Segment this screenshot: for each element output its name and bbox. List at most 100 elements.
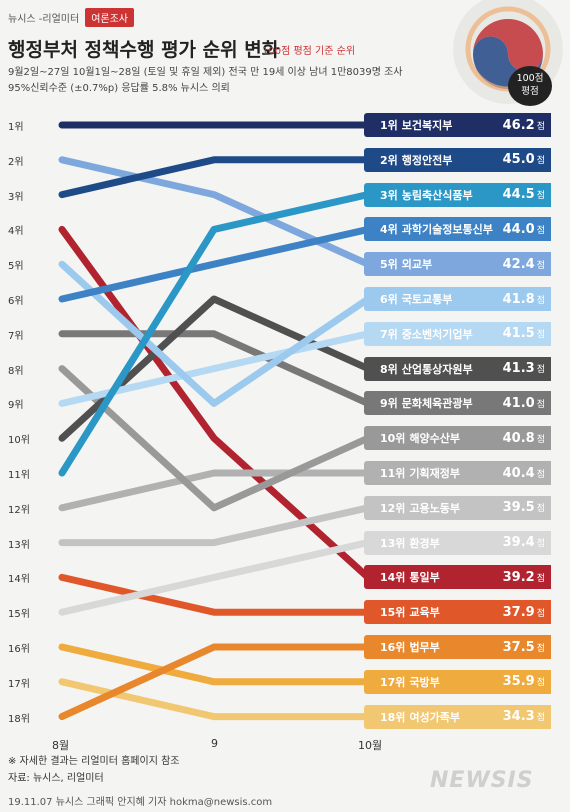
- ministry-name: 과학기술정보통신부: [401, 223, 493, 237]
- ministry-score: 41.8: [502, 291, 535, 307]
- score-unit: 점: [536, 713, 545, 724]
- ministry-name: 문화체육관광부: [401, 397, 473, 411]
- ministry-label: 8위 산업통상자원부 41.3 점: [364, 356, 551, 381]
- series-line: [58, 643, 372, 721]
- ministry-name: 기획재정부: [409, 467, 461, 480]
- footer-credit: 19.11.07 뉴시스 그래픽 안지혜 기자 hokma@newsis.com: [8, 797, 273, 808]
- ministry-label: 1위 보건복지부 46.2 점: [364, 113, 551, 137]
- y-tick-label: 14위: [8, 574, 30, 586]
- y-tick-label: 1위: [8, 122, 24, 133]
- ministry-name: 법무부: [409, 641, 440, 654]
- ministry-label: 11위 기획재정부 40.4 점: [364, 461, 551, 485]
- y-tick-label: 13위: [8, 539, 30, 551]
- series-line: [58, 225, 372, 581]
- ministry-name: 해양수산부: [409, 432, 461, 446]
- ministry-score: 39.5: [502, 500, 535, 516]
- top-source: 뉴시스 -리얼미터 여론조사: [8, 7, 134, 27]
- ministry-rank: 2위: [380, 153, 398, 167]
- series-line: [58, 469, 372, 512]
- score-bubble: 100점 평점: [508, 66, 552, 106]
- series-line: [58, 260, 372, 407]
- ministry-label: 2위 행정안전부 45.0 점: [364, 147, 551, 172]
- ministry-name: 교육부: [409, 606, 440, 620]
- score-unit: 점: [536, 399, 545, 410]
- ministry-rank: 16위: [380, 641, 406, 654]
- ministry-label: 14위 통일부 39.2 점: [364, 565, 551, 590]
- series-line: [58, 573, 372, 616]
- y-tick-label: 11위: [8, 470, 30, 481]
- ministry-label: 4위 과학기술정보통신부 44.0 점: [364, 217, 551, 242]
- series-line: [58, 225, 372, 303]
- ministry-rank: 3위: [380, 188, 398, 202]
- poll-badge: 여론조사: [85, 7, 134, 27]
- ministry-score: 41.0: [502, 395, 535, 411]
- ministry-label: 17위 국방부 35.9 점: [364, 669, 551, 694]
- y-tick-label: 5위: [8, 261, 24, 273]
- ministry-score: 44.0: [502, 221, 535, 237]
- score-unit: 점: [536, 225, 545, 236]
- series-line: [58, 330, 372, 407]
- ministry-rank: 7위: [380, 327, 398, 341]
- ministry-name: 외교부: [401, 258, 433, 272]
- ministry-label: 18위 여성가족부 34.3 점: [364, 704, 551, 729]
- ministry-label: 16위 법무부 37.5 점: [364, 635, 551, 659]
- ministry-label: 5위 외교부 42.4 점: [364, 252, 551, 277]
- ministry-rank: 17위: [380, 675, 406, 689]
- ministry-score: 34.3: [502, 709, 535, 725]
- ministry-name: 국토교통부: [401, 293, 453, 306]
- ministry-name: 통일부: [409, 571, 440, 585]
- x-tick-label: 8월: [52, 739, 70, 752]
- ministry-rank: 11위: [380, 467, 406, 480]
- ministry-score: 39.4: [502, 535, 535, 551]
- footer-note: ※ 자세한 결과는 리얼미터 홈페이지 참조: [8, 756, 180, 767]
- score-unit: 점: [536, 643, 545, 654]
- score-unit: 점: [536, 191, 545, 202]
- score-unit: 점: [536, 608, 545, 619]
- ministry-rank: 10위: [380, 432, 406, 446]
- ministry-label: 15위 교육부 37.9 점: [364, 600, 551, 625]
- ministry-rank: 9위: [380, 397, 398, 411]
- ministry-name: 중소벤처기업부: [401, 327, 473, 341]
- ministry-score: 44.5: [502, 187, 535, 203]
- ministry-rank: 14위: [380, 571, 406, 585]
- ministry-score: 41.5: [502, 326, 535, 342]
- chart-subnote: 100점 평점 기준 순위: [262, 46, 356, 57]
- score-unit: 점: [536, 330, 545, 341]
- x-tick-label: 9: [211, 737, 218, 750]
- ministry-rank: 6위: [380, 293, 398, 306]
- ministry-score: 40.8: [502, 430, 535, 446]
- ministry-rank: 12위: [380, 501, 406, 515]
- newsis-watermark: NEWSIS: [430, 768, 534, 793]
- y-tick-label: 12위: [8, 504, 30, 516]
- score-unit: 점: [536, 156, 545, 167]
- y-tick-label: 8위: [8, 365, 24, 377]
- ministry-label: 3위 농림축산식품부 44.5 점: [364, 182, 551, 207]
- ministry-score: 41.3: [502, 361, 535, 377]
- ministry-score: 46.2: [502, 117, 535, 133]
- series-line: [58, 504, 372, 547]
- ministry-score: 39.2: [502, 569, 535, 585]
- ministry-rank: 18위: [380, 710, 406, 724]
- ministry-rank: 5위: [380, 258, 398, 272]
- y-tick-label: 2위: [8, 156, 24, 168]
- score-unit: 점: [536, 260, 545, 271]
- score-unit: 점: [536, 469, 545, 480]
- score-bubble-line1: 100점: [516, 73, 544, 84]
- y-tick-label: 17위: [8, 678, 30, 690]
- y-tick-label: 7위: [8, 330, 24, 342]
- score-unit: 점: [536, 573, 545, 584]
- ministry-rank: 4위: [380, 223, 398, 237]
- score-unit: 점: [536, 121, 545, 132]
- ministry-score: 42.4: [502, 256, 535, 272]
- ministry-score: 35.9: [502, 674, 535, 690]
- score-unit: 점: [536, 434, 545, 445]
- ministry-name: 행정안전부: [401, 153, 453, 167]
- y-tick-label: 3위: [8, 191, 24, 203]
- ministry-rank: 1위: [380, 119, 398, 132]
- series-line: [58, 365, 372, 512]
- series-line: [58, 191, 372, 477]
- score-unit: 점: [536, 504, 545, 515]
- y-tick-label: 10위: [8, 435, 30, 447]
- ministry-name: 산업통상자원부: [401, 362, 473, 376]
